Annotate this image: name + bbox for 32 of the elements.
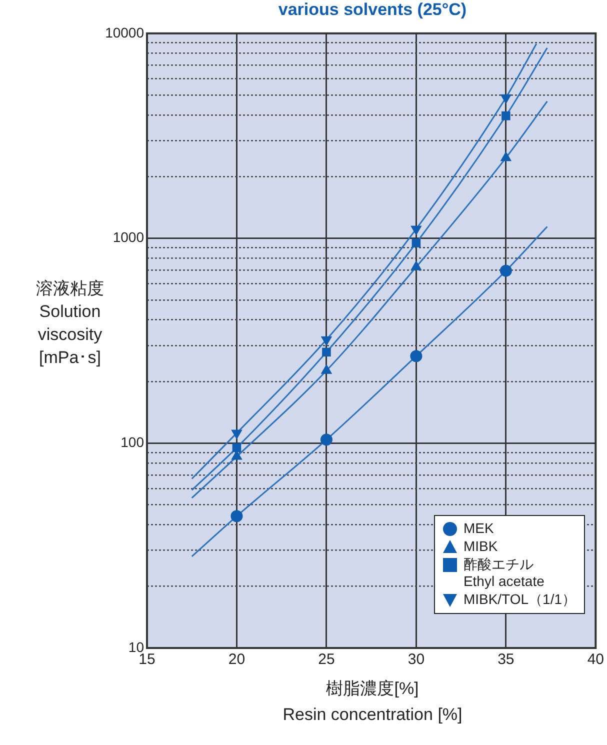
point <box>410 350 422 362</box>
chart-title: various solvents (25°C) <box>277 0 468 21</box>
point <box>231 430 242 440</box>
point <box>412 238 421 248</box>
point <box>232 443 242 452</box>
legend-label: MIBK <box>463 538 498 555</box>
x-tick-label: 20 <box>228 651 246 668</box>
point <box>500 94 512 104</box>
y-tick-label: 10000 <box>105 24 144 40</box>
legend-label: MEK <box>463 520 494 537</box>
line-series <box>191 226 548 558</box>
x-tick-label: 35 <box>498 651 514 668</box>
point <box>230 510 243 522</box>
legend-label: 酢酸エチル Ethyl acetate <box>463 556 544 590</box>
point <box>500 152 512 162</box>
x-tick-label: 40 <box>587 651 604 668</box>
point <box>321 364 332 374</box>
point <box>320 434 332 446</box>
point <box>502 111 510 120</box>
point <box>321 336 332 346</box>
point <box>500 264 512 277</box>
point <box>410 226 422 235</box>
point <box>410 261 422 270</box>
y-axis-title: 溶液粘度 Solution viscosity [mPa･s] <box>35 278 105 369</box>
point <box>322 348 331 357</box>
x-tick-label: 25 <box>318 651 335 668</box>
legend-label: MIBK/TOL（1/1） <box>463 591 576 608</box>
y-tick-label: 1000 <box>112 229 144 246</box>
y-tick-label: 100 <box>120 434 144 450</box>
x-axis-title: 樹脂濃度[%] Resin concentration [%] <box>282 678 464 726</box>
point <box>231 450 242 460</box>
x-tick-label: 30 <box>408 651 425 668</box>
